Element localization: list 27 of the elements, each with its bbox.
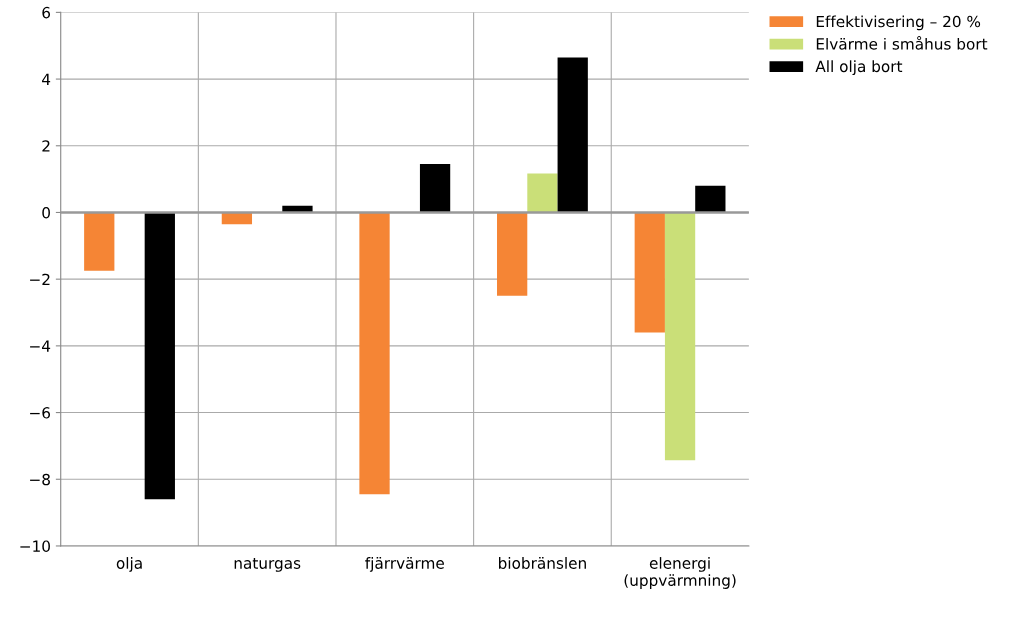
legend-label: All olja bort xyxy=(815,60,903,76)
bar xyxy=(359,212,390,495)
y-tick-label: 6 xyxy=(42,6,51,19)
bar xyxy=(634,212,665,333)
bar xyxy=(527,173,558,213)
bar xyxy=(84,212,115,271)
x-tick-label: biobränslen xyxy=(499,557,586,569)
y-tick-label: −10 xyxy=(20,540,50,552)
y-tick-label: −2 xyxy=(30,273,50,285)
legend-label: Elvärme i småhus bort xyxy=(816,36,988,50)
y-tick-label: −4 xyxy=(30,340,51,352)
y-tick-label: 4 xyxy=(42,73,51,85)
bar xyxy=(419,164,451,213)
bar xyxy=(557,57,588,213)
y-tick-label: 2 xyxy=(42,140,50,152)
x-tick-label: elenergi (uppvärmning) xyxy=(624,557,736,589)
x-tick-label: fjärrvärme xyxy=(365,557,444,572)
bar xyxy=(664,212,696,461)
legend-label: Effektivisering – 20 % xyxy=(816,15,981,31)
bar xyxy=(144,212,175,500)
x-tick-label: naturgas xyxy=(234,557,301,572)
x-tick-label: olja xyxy=(116,557,142,572)
y-tick-label: 0 xyxy=(42,206,50,219)
y-tick-label: −8 xyxy=(30,473,50,486)
y-tick-label: −6 xyxy=(30,407,51,419)
bar xyxy=(497,212,528,296)
bar xyxy=(695,185,726,213)
